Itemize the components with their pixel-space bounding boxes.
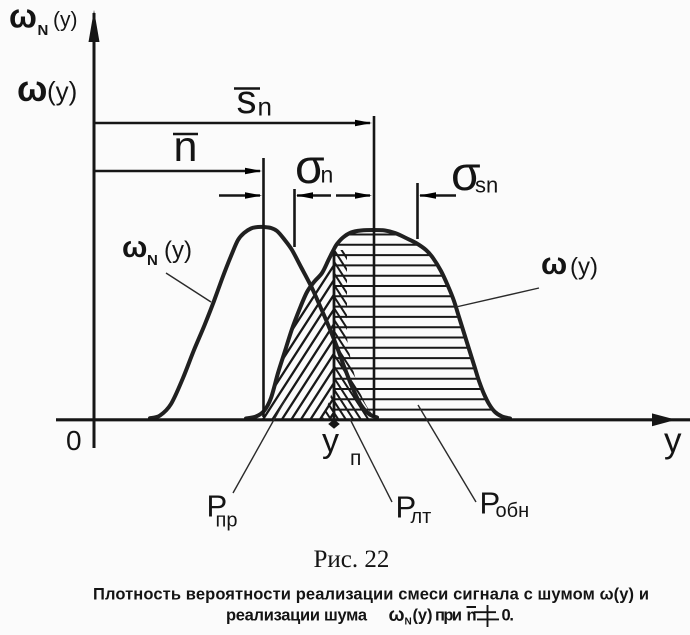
svg-text:n: n: [467, 607, 477, 625]
svg-text:Р: Р: [396, 490, 417, 525]
svg-text:0: 0: [66, 425, 82, 456]
svg-text:n: n: [174, 123, 198, 171]
svg-text:N: N: [147, 252, 158, 269]
svg-text:ω: ω: [541, 246, 567, 281]
svg-text:(y): (y): [570, 254, 598, 281]
svg-text:реализации шума: реализации шума: [226, 607, 368, 625]
svg-text:п: п: [350, 447, 361, 470]
svg-text:(y): (y): [47, 76, 77, 106]
svg-text:y: y: [664, 421, 682, 460]
svg-text:пр: пр: [216, 510, 238, 532]
svg-text:ω: ω: [17, 68, 47, 109]
svg-text:σ: σ: [295, 141, 325, 194]
svg-text:Плотность вероятности реализац: Плотность вероятности реализации смеси с…: [93, 586, 649, 604]
svg-text:σ: σ: [451, 148, 481, 201]
svg-text:Р: Р: [207, 489, 228, 524]
svg-text:ω: ω: [389, 605, 405, 626]
svg-text:n: n: [258, 92, 272, 122]
svg-text:обн: обн: [496, 500, 530, 522]
svg-text:n: n: [321, 162, 334, 188]
svg-text:у: у: [322, 422, 339, 460]
svg-text:(у): (у): [413, 607, 433, 625]
svg-text:s: s: [237, 78, 257, 122]
svg-text:0.: 0.: [502, 607, 515, 625]
svg-text:ω: ω: [122, 231, 147, 264]
svg-text:N: N: [38, 22, 49, 39]
svg-text:(y): (y): [164, 237, 192, 264]
svg-text:ω: ω: [9, 0, 37, 35]
svg-text:при: при: [435, 607, 462, 625]
svg-text:(y): (y): [53, 9, 78, 32]
svg-text:Рис. 22: Рис. 22: [314, 546, 390, 573]
svg-text:N: N: [405, 617, 412, 628]
svg-text:лт: лт: [411, 506, 432, 528]
svg-text:Р: Р: [480, 486, 501, 521]
svg-text:sn: sn: [475, 173, 498, 198]
